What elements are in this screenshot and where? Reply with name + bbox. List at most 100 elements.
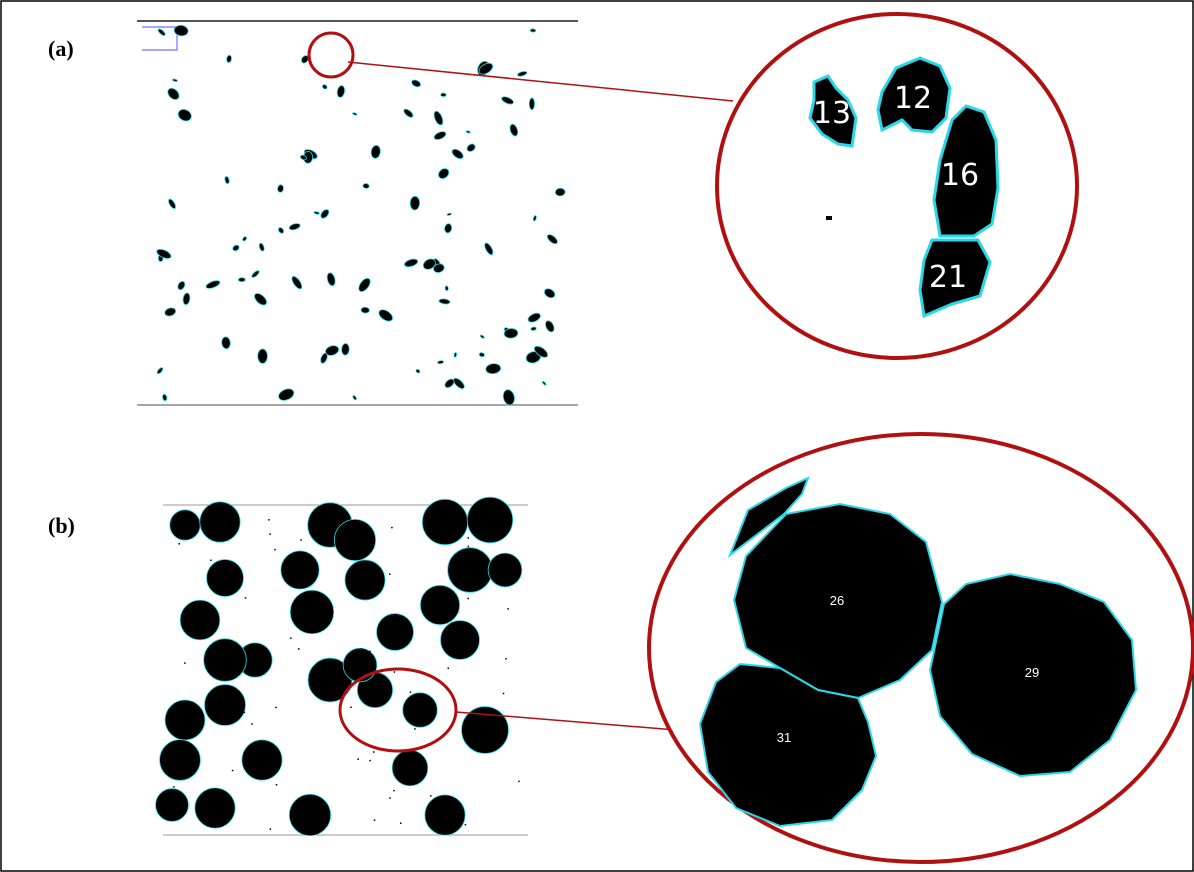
cell	[451, 148, 464, 160]
speck	[467, 545, 470, 548]
blob-label: 26	[830, 593, 844, 608]
blob-label: 29	[1025, 665, 1039, 680]
cell	[465, 130, 471, 134]
speck	[268, 519, 270, 521]
speck	[317, 611, 319, 614]
cell	[362, 183, 370, 189]
cell	[466, 496, 514, 544]
cell	[159, 739, 201, 781]
speck	[467, 597, 469, 600]
cell	[532, 215, 537, 222]
speck	[350, 706, 352, 709]
speck	[275, 748, 278, 750]
cell	[527, 312, 541, 323]
speck	[361, 586, 364, 589]
speck	[300, 539, 302, 541]
cell	[446, 212, 452, 216]
cell	[167, 87, 180, 100]
speck	[396, 634, 399, 637]
cell	[403, 108, 414, 118]
speck	[393, 639, 395, 641]
cell	[370, 144, 381, 159]
cell	[206, 559, 244, 597]
speck	[373, 751, 375, 753]
blob	[932, 104, 1000, 238]
cell	[376, 613, 414, 651]
cell	[333, 518, 377, 562]
speck	[178, 543, 180, 545]
cell	[336, 85, 346, 98]
cell	[238, 277, 246, 283]
speck	[243, 711, 246, 714]
speck	[184, 662, 186, 664]
zoom-marker	[307, 31, 355, 79]
blob-label: 13	[813, 96, 851, 131]
cell	[444, 378, 455, 389]
cell	[258, 242, 265, 252]
speck	[275, 783, 278, 786]
speck	[507, 608, 509, 610]
cell	[257, 348, 268, 364]
cell	[440, 92, 447, 97]
zoom-blobs	[698, 476, 1138, 828]
cell	[501, 96, 514, 105]
speck	[400, 822, 402, 824]
speck	[505, 657, 507, 660]
speck	[393, 671, 396, 673]
speck	[208, 709, 210, 712]
blob	[808, 74, 858, 148]
blob-label: 31	[777, 730, 791, 745]
speck	[275, 706, 277, 709]
speck	[391, 526, 393, 529]
cell	[320, 209, 330, 219]
speck	[488, 741, 490, 743]
cell	[360, 306, 370, 314]
speck	[447, 667, 449, 670]
speck	[298, 648, 300, 650]
cell	[155, 788, 189, 822]
cell	[278, 388, 295, 401]
cell	[194, 787, 236, 829]
speck	[389, 797, 391, 799]
cell	[404, 258, 419, 268]
panel-label: (a)	[48, 36, 74, 61]
cell	[221, 336, 231, 350]
zoom-connector	[347, 61, 734, 102]
cell	[444, 285, 449, 291]
speck	[430, 795, 432, 797]
cell	[313, 211, 320, 215]
speck	[231, 769, 234, 772]
cell	[288, 223, 301, 231]
cell	[172, 78, 178, 82]
cell	[164, 699, 206, 741]
cell	[341, 343, 350, 356]
speck	[409, 691, 412, 693]
cell	[179, 599, 221, 641]
speck	[414, 728, 416, 730]
blob-label: 12	[894, 81, 932, 116]
cell	[419, 584, 461, 626]
speck	[238, 649, 240, 652]
cell	[358, 277, 371, 292]
cell	[322, 84, 328, 90]
cell	[280, 550, 320, 590]
cell	[164, 307, 177, 317]
blob-label: 16	[941, 158, 979, 193]
speck	[410, 696, 413, 698]
cell	[433, 131, 447, 140]
speck	[252, 652, 254, 655]
speck	[518, 780, 520, 783]
speck	[360, 648, 363, 650]
cell	[291, 276, 303, 290]
cell	[226, 54, 232, 63]
cell	[440, 620, 480, 660]
cell	[437, 360, 445, 365]
cell	[529, 28, 537, 33]
cell	[242, 236, 247, 242]
speck	[467, 537, 470, 539]
cell	[411, 79, 421, 88]
cell	[254, 293, 267, 306]
speck	[175, 745, 177, 747]
cell	[453, 377, 465, 389]
